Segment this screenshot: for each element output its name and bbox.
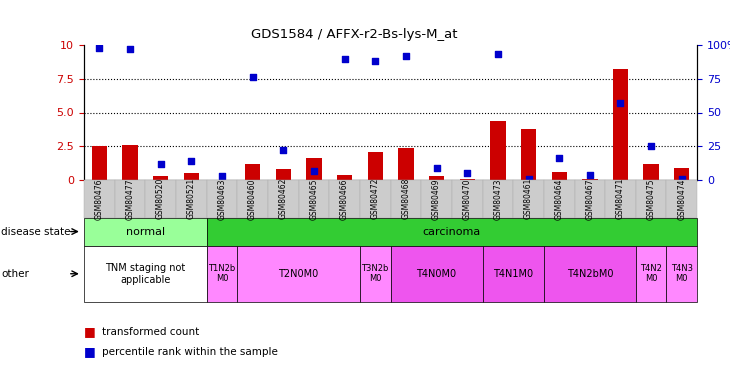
Text: T4N2
M0: T4N2 M0 (640, 264, 662, 284)
Point (461, 170, 473, 176)
Point (216, 173, 228, 179)
Bar (367, 152, 383, 180)
Point (93, 45, 105, 51)
Bar (122, 145, 137, 180)
Text: GSM80521: GSM80521 (187, 178, 196, 219)
Text: TNM staging not
applicable: TNM staging not applicable (105, 263, 185, 285)
Bar (490, 121, 505, 180)
Text: T4N3
M0: T4N3 M0 (671, 264, 693, 284)
Point (553, 155, 565, 161)
Text: GSM80473: GSM80473 (493, 178, 502, 219)
Text: ■: ■ (84, 345, 96, 358)
Text: GSM80474: GSM80474 (677, 178, 686, 219)
Text: percentile rank within the sample: percentile rank within the sample (102, 347, 278, 357)
Point (277, 147, 289, 153)
Bar (551, 172, 566, 180)
Text: GSM80470: GSM80470 (463, 178, 472, 219)
Text: T1N2b
M0: T1N2b M0 (208, 264, 236, 284)
Bar (582, 178, 597, 180)
Bar (520, 129, 536, 180)
Point (124, 46, 136, 52)
Point (431, 165, 442, 171)
Point (584, 172, 596, 178)
Bar (643, 164, 658, 180)
Bar (612, 69, 628, 180)
Point (369, 58, 381, 64)
Text: T4N1M0: T4N1M0 (493, 269, 533, 279)
Point (308, 168, 320, 174)
Bar (92, 146, 107, 180)
Point (247, 74, 258, 80)
Text: GSM80472: GSM80472 (371, 178, 380, 219)
Text: GSM80475: GSM80475 (647, 178, 656, 219)
Bar (183, 173, 199, 180)
Point (645, 143, 657, 149)
Text: GSM80476: GSM80476 (95, 178, 104, 219)
Text: GSM80465: GSM80465 (310, 178, 318, 219)
Text: GSM80461: GSM80461 (524, 178, 533, 219)
Text: GSM80468: GSM80468 (402, 178, 410, 219)
Text: carcinoma: carcinoma (423, 226, 481, 237)
Bar (153, 176, 168, 180)
Bar (245, 164, 260, 180)
Text: GSM80464: GSM80464 (555, 178, 564, 219)
Text: GSM80463: GSM80463 (218, 178, 226, 219)
Point (492, 51, 504, 57)
Text: ■: ■ (84, 326, 96, 338)
Text: T4N0M0: T4N0M0 (417, 269, 456, 279)
Text: other: other (1, 269, 29, 279)
Text: GSM80520: GSM80520 (156, 178, 165, 219)
Point (615, 100, 626, 106)
Text: T4N2bM0: T4N2bM0 (566, 269, 613, 279)
Text: GSM80466: GSM80466 (340, 178, 349, 219)
Point (523, 176, 534, 181)
Bar (337, 175, 352, 180)
Bar (398, 148, 413, 180)
Text: GSM80469: GSM80469 (432, 178, 441, 219)
Bar (275, 169, 291, 180)
Bar (306, 158, 321, 180)
Text: GSM80460: GSM80460 (248, 178, 257, 219)
Text: GDS1584 / AFFX-r2-Bs-lys-M_at: GDS1584 / AFFX-r2-Bs-lys-M_at (251, 28, 457, 41)
Text: T3N2b
M0: T3N2b M0 (361, 264, 389, 284)
Point (400, 53, 412, 59)
Text: normal: normal (126, 226, 165, 237)
Bar (429, 176, 444, 180)
Point (676, 176, 688, 181)
Point (185, 158, 197, 164)
Point (339, 56, 350, 62)
Bar (674, 168, 689, 180)
Text: GSM80462: GSM80462 (279, 178, 288, 219)
Text: T2N0M0: T2N0M0 (278, 269, 319, 279)
Bar (460, 178, 474, 180)
Text: transformed count: transformed count (102, 327, 199, 337)
Point (155, 161, 166, 167)
Text: disease state: disease state (1, 226, 71, 237)
Text: GSM80467: GSM80467 (585, 178, 594, 219)
Text: GSM80471: GSM80471 (616, 178, 625, 219)
Text: GSM80477: GSM80477 (126, 178, 134, 219)
